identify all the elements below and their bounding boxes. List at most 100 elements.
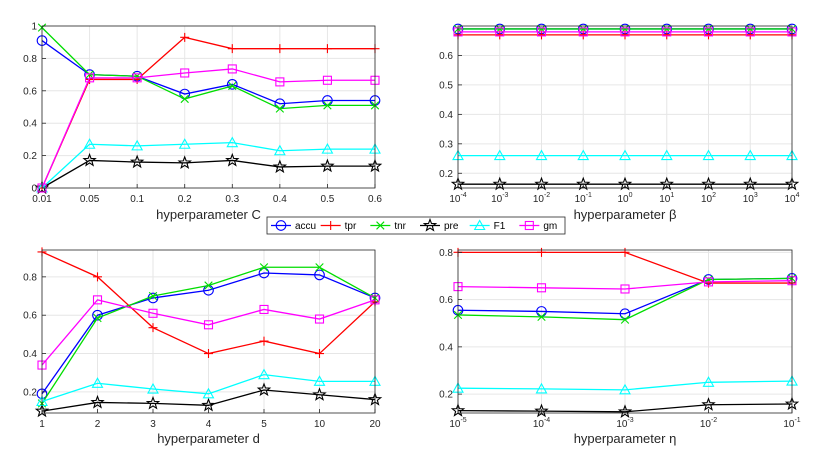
data-point-pre <box>129 154 145 169</box>
data-point-tpr <box>275 44 285 54</box>
y-tick-label: 0.4 <box>23 119 37 130</box>
data-point-F1 <box>83 138 96 149</box>
data-point-tnr <box>85 70 94 79</box>
data-point-gm <box>85 73 95 83</box>
data-point-tnr <box>323 101 332 110</box>
data-point-tpr <box>204 349 213 359</box>
y-tick-label: 0.5 <box>439 80 453 91</box>
data-point-tnr <box>620 315 630 324</box>
data-point-tnr <box>204 281 213 290</box>
y-tick-label: 0.8 <box>23 272 37 283</box>
legend-entry-tnr: tnr <box>370 221 407 232</box>
data-point-gm <box>703 277 714 287</box>
y-tick-label: 0.6 <box>439 51 453 62</box>
legend-label-pre: pre <box>444 221 459 232</box>
series-line-tpr <box>41 36 375 189</box>
series-line-pre <box>41 389 376 412</box>
data-point-F1 <box>321 142 334 154</box>
y-tick-label: 0.4 <box>439 342 453 353</box>
x-tick-label: 102 <box>701 192 716 205</box>
series-line-gm <box>41 68 375 189</box>
y-tick-label: 0.4 <box>23 349 37 360</box>
x-tick-label: 0.4 <box>273 194 287 205</box>
data-point-gm <box>322 75 332 85</box>
data-point-pre <box>82 152 97 167</box>
panel-hyperparameter-beta: 10-4 10-3 10-2 10-1 100 101 102 103 104 0.2 0.3 0.4… <box>439 23 800 222</box>
data-point-tnr <box>315 263 324 272</box>
data-point-pre <box>617 404 633 418</box>
data-point-F1 <box>702 149 715 161</box>
x-tick-label: 0.05 <box>80 194 100 205</box>
data-point-pre <box>256 382 272 397</box>
data-point-gm <box>495 27 505 37</box>
y-tick-label: 0.2 <box>439 169 453 180</box>
data-point-F1 <box>273 144 286 156</box>
x-tick-label: 10-1 <box>783 417 800 430</box>
legend-label-tpr: tpr <box>345 221 357 232</box>
series-line-gm <box>457 280 793 290</box>
x-tick-label: 0.3 <box>225 194 239 205</box>
data-point-tnr <box>180 94 189 104</box>
legend-label-tnr: tnr <box>394 221 406 232</box>
data-point-gm <box>132 73 142 83</box>
legend-entry-pre: pre <box>420 217 459 232</box>
x-tick-label: 4 <box>206 419 212 430</box>
legend-marker-F1 <box>473 219 486 231</box>
data-point-gm <box>536 283 547 293</box>
x-axis-label: hyperparameter β <box>574 207 677 222</box>
data-point-F1 <box>744 149 757 161</box>
data-point-gm <box>227 64 237 74</box>
data-point-F1 <box>619 383 631 395</box>
data-point-F1 <box>535 382 548 394</box>
legend-marker-accu <box>275 220 287 231</box>
data-point-tnr <box>228 81 237 91</box>
y-tick-label: 0.3 <box>439 139 453 150</box>
data-point-pre <box>534 403 549 418</box>
x-tick-label: 0.1 <box>130 194 144 205</box>
data-point-gm <box>620 27 630 37</box>
data-point-tnr <box>537 312 546 322</box>
data-point-tpr <box>620 247 630 257</box>
x-tick-label: 10-2 <box>533 192 550 205</box>
y-tick-label: 0.2 <box>23 151 37 162</box>
data-point-F1 <box>202 387 215 399</box>
data-point-pre <box>320 158 335 173</box>
legend: accu tpr tnr pre F1 gm <box>266 216 566 235</box>
series-line-accu <box>41 272 376 395</box>
legend-box <box>266 216 566 235</box>
data-point-gm <box>180 68 190 78</box>
y-tick-label: 0.2 <box>439 390 453 401</box>
data-point-F1 <box>178 138 191 149</box>
data-point-accu <box>258 267 270 279</box>
data-point-gm <box>259 304 269 314</box>
legend-marker-gm <box>524 220 534 231</box>
data-point-pre <box>225 152 240 167</box>
data-point-pre <box>177 155 192 170</box>
data-point-accu <box>226 78 238 90</box>
x-axis-label: hyperparameter d <box>157 431 260 446</box>
legend-label-accu: accu <box>295 221 316 232</box>
series-line-F1 <box>457 380 793 391</box>
data-point-accu <box>619 308 631 320</box>
data-point-tpr <box>259 336 269 346</box>
data-point-tnr <box>93 313 102 323</box>
x-tick-label: 104 <box>784 192 799 205</box>
data-point-gm <box>620 284 630 294</box>
x-tick-label: 103 <box>743 192 758 205</box>
x-axis-label: hyperparameter C <box>156 207 261 222</box>
legend-marker-tnr <box>376 221 385 230</box>
y-tick-label: 0.4 <box>439 110 453 121</box>
x-tick-label: 10-3 <box>491 192 508 205</box>
panel-hyperparameter-c: 0.01 0.05 0.1 0.2 0.3 0.4 0.5 0.6 0 0.2 0.4 0.6 0.8 1… <box>23 22 382 223</box>
y-tick-label: 0.6 <box>439 295 453 306</box>
data-point-F1 <box>131 139 144 151</box>
y-tick-label: 0 <box>31 184 37 195</box>
data-point-gm <box>536 27 547 37</box>
data-point-tpr <box>537 247 546 257</box>
data-point-pre <box>145 395 161 410</box>
x-tick-label: 0.2 <box>178 194 192 205</box>
data-point-gm <box>703 27 714 37</box>
y-tick-label: 0.2 <box>23 387 37 398</box>
panel-hyperparameter-d: 1 2 3 4 5 10 20 0.2 0.4 0.6 0.8 hyperparameter d <box>23 247 383 446</box>
